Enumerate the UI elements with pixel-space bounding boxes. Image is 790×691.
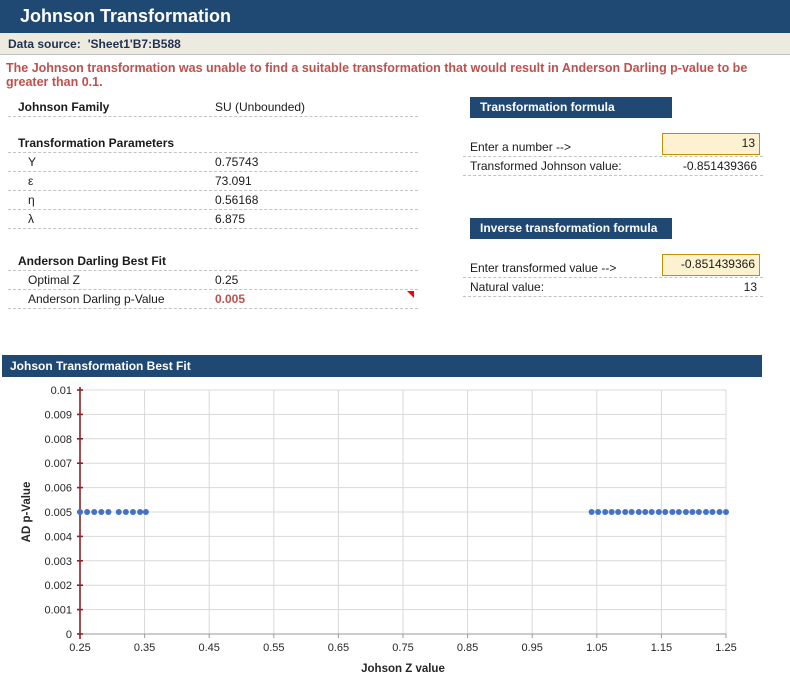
svg-text:0.006: 0.006 [44,483,72,495]
transformation-parameters-header: Transformation Parameters [8,134,418,153]
svg-text:1.25: 1.25 [715,642,736,654]
natural-value: 13 [743,280,757,294]
anderson-darling-header: Anderson Darling Best Fit [8,252,418,271]
param-row-eta: η 0.56168 [8,191,418,210]
transformed-value-row: Transformed Johnson value: -0.851439366 [463,157,763,176]
optimal-z-value: 0.25 [215,273,239,287]
data-source-label: Data source: [8,37,81,51]
enter-number-label: Enter a number --> [470,140,572,154]
svg-text:0.007: 0.007 [44,458,72,470]
svg-text:0: 0 [66,629,72,641]
svg-text:0.002: 0.002 [44,580,72,592]
svg-text:0.65: 0.65 [328,642,349,654]
svg-text:0.75: 0.75 [392,642,413,654]
param-symbol: η [28,193,35,207]
johnson-family-row: Johnson Family SU (Unbounded) [8,98,418,117]
transformed-value-label: Transformed Johnson value: [470,159,622,173]
svg-text:Johson Z value: Johson Z value [361,663,445,675]
enter-number-row: Enter a number --> [463,138,763,157]
warning-message: The Johnson transformation was unable to… [6,61,748,89]
pvalue-value: 0.005 [215,292,246,306]
param-value: 0.75743 [215,155,259,169]
svg-text:AD p-Value: AD p-Value [21,482,33,543]
svg-text:0.85: 0.85 [457,642,478,654]
svg-text:0.55: 0.55 [263,642,284,654]
param-value: 73.091 [215,174,252,188]
enter-transformed-label: Enter transformed value --> [470,261,617,275]
page-title: Johnson Transformation [0,0,790,33]
inverse-formula-header: Inverse transformation formula [470,218,672,239]
transformed-input-cell[interactable]: -0.851439366 [662,254,760,276]
number-input-cell[interactable]: 13 [662,133,760,155]
best-fit-scatter-chart: 0.25 0.35 0.45 0.55 0.65 0.75 0.85 0.95 1.05 1.15… [21,385,737,675]
svg-text:0.45: 0.45 [198,642,219,654]
param-row-gamma: Υ 0.75743 [8,153,418,172]
optimal-z-row: Optimal Z 0.25 [8,271,418,290]
svg-text:1.15: 1.15 [651,642,672,654]
pvalue-label: Anderson Darling p-Value [28,292,165,306]
param-row-lambda: λ 6.875 [8,210,418,229]
param-symbol: Υ [28,155,37,169]
transformed-value: -0.851439366 [682,159,757,173]
johnson-family-label: Johnson Family [18,100,110,114]
svg-text:0.25: 0.25 [69,642,90,654]
svg-text:0.008: 0.008 [44,434,72,446]
param-value: 0.56168 [215,193,259,207]
natural-value-label: Natural value: [470,280,545,294]
svg-text:0.35: 0.35 [134,642,155,654]
data-source-value: 'Sheet1'B7:B588 [87,37,181,51]
transformation-formula-header: Transformation formula [470,97,672,118]
svg-text:0.01: 0.01 [51,385,72,397]
optimal-z-label: Optimal Z [28,273,81,287]
enter-transformed-row: Enter transformed value --> [463,259,763,278]
chart-section-title: Johson Transformation Best Fit [2,355,762,377]
param-symbol: λ [28,212,34,226]
natural-value-row: Natural value: 13 [463,278,763,297]
svg-text:0.95: 0.95 [521,642,542,654]
johnson-family-value: SU (Unbounded) [215,100,306,114]
svg-text:0.009: 0.009 [44,409,72,421]
param-value: 6.875 [215,212,246,226]
param-row-epsilon: ε 73.091 [8,172,418,191]
svg-text:0.004: 0.004 [44,531,72,543]
svg-text:0.003: 0.003 [44,556,72,568]
data-source-bar: Data source: 'Sheet1'B7:B588 [0,33,790,55]
cell-comment-indicator-icon [407,291,414,298]
param-symbol: ε [28,174,34,188]
svg-text:1.05: 1.05 [586,642,607,654]
svg-text:0.005: 0.005 [44,507,72,519]
svg-text:0.001: 0.001 [44,605,72,617]
pvalue-row: Anderson Darling p-Value 0.005 [8,290,418,309]
